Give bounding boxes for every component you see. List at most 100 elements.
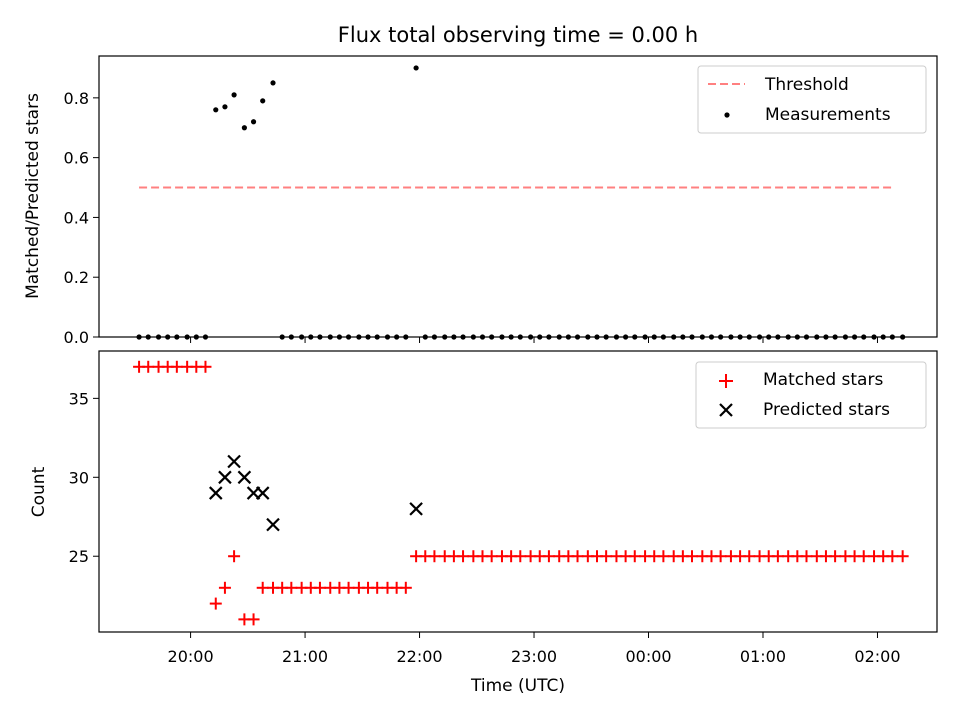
measurement-point (213, 107, 219, 113)
measurement-point (794, 334, 800, 340)
measurement-point (308, 334, 314, 340)
measurement-point (775, 334, 781, 340)
x-tick-label: 21:00 (282, 647, 328, 666)
matched-star-point (199, 360, 212, 373)
measurement-point (193, 334, 199, 340)
top-y-tick-label: 0.8 (64, 89, 89, 108)
x-tick-label: 22:00 (396, 647, 442, 666)
top-y-tick-label: 0.0 (64, 328, 89, 347)
predicted-star-point (237, 470, 252, 485)
x-axis-label: Time (UTC) (470, 676, 565, 696)
measurement-point (814, 334, 820, 340)
predicted-star-point (255, 486, 270, 500)
matched-star-point (342, 581, 355, 594)
measurement-point (345, 334, 352, 340)
matched-star-point (247, 613, 260, 626)
measurement-point (585, 334, 591, 340)
matched-star-point (571, 550, 584, 563)
predicted-star-point (266, 517, 280, 532)
measurement-point (489, 334, 495, 340)
top-legend: Threshold Measurements (697, 65, 927, 134)
top-y-axis-label: Matched/Predicted stars (23, 93, 43, 299)
measurement-point (671, 334, 677, 340)
measurement-point (785, 334, 791, 340)
bottom-x-ticks: 20:00 21:00 22:00 23:00 00:00 01:00 02:00 (168, 632, 901, 666)
measurement-point (708, 334, 715, 340)
measurement-point (231, 92, 237, 98)
matched-star-point (800, 550, 813, 563)
top-panel: 0.00.20.40.60.8 Matched/Predicted stars … (23, 55, 938, 347)
measurement-point (422, 334, 428, 340)
measurement-point (394, 334, 400, 340)
measurement-point (288, 334, 294, 340)
measurement-point (660, 334, 666, 340)
top-y-ticks: 0.0 0.2 0.4 0.6 0.8 (64, 89, 99, 347)
bottom-y-tick-label: 30 (69, 468, 89, 487)
measurement-point (299, 334, 305, 340)
matched-star-point (457, 550, 470, 563)
measurement-point (336, 334, 343, 340)
matched-star-point (829, 550, 842, 563)
bottom-y-axis-label: Count (29, 466, 49, 517)
measurement-point (241, 125, 247, 131)
threshold-legend-label: Threshold (764, 75, 849, 95)
measurement-point (442, 334, 448, 340)
measurement-point (880, 334, 886, 340)
measurement-point (823, 334, 829, 340)
measurement-point (546, 334, 552, 340)
measurement-point (594, 334, 600, 340)
measurement-point (374, 334, 380, 340)
bottom-legend: Matched stars Predicted stars (695, 361, 927, 429)
bottom-y-ticks: 25 30 35 (69, 389, 99, 566)
matched-star-point (714, 550, 727, 563)
measurement-point (889, 334, 895, 340)
measurement-point (155, 334, 162, 340)
x-tick-label: 23:00 (511, 647, 557, 666)
measurement-point (384, 334, 391, 340)
bottom-plot-area (98, 350, 938, 633)
measurement-point (270, 80, 276, 86)
measurement-point (651, 334, 657, 340)
x-tick-label: 00:00 (625, 647, 671, 666)
predicted-star-point (227, 454, 241, 469)
measurement-point (574, 334, 581, 340)
measurement-point (689, 334, 695, 340)
measurement-point (460, 334, 466, 340)
measurement-point (451, 334, 457, 340)
matched-star-point (896, 550, 909, 563)
matched-star-point (209, 597, 222, 610)
measurement-point (479, 334, 486, 340)
top-legend-box (697, 65, 927, 134)
measurement-point (431, 334, 438, 340)
measurement-point (603, 334, 609, 340)
measurement-point (517, 334, 523, 340)
measurement-point (317, 334, 323, 340)
measurement-point (737, 334, 743, 340)
matched-star-point (371, 581, 384, 594)
matched-star-point (228, 550, 241, 563)
matched-star-point (771, 550, 784, 563)
measurement-point (250, 119, 257, 125)
matched-star-point (743, 550, 756, 563)
matched-legend-label: Matched stars (763, 370, 883, 390)
measurement-point (871, 334, 877, 340)
matched-star-point (428, 550, 441, 563)
measurement-point (327, 334, 333, 340)
measurement-point (623, 334, 629, 340)
measurement-point (165, 334, 171, 340)
matched-star-point (313, 581, 326, 594)
matched-star-point (542, 550, 555, 563)
matched-star-point (399, 581, 412, 594)
matched-star-point (600, 550, 613, 563)
predicted-legend-label: Predicted stars (763, 400, 890, 420)
measurement-point (746, 334, 752, 340)
bottom-marks (133, 360, 909, 626)
matched-star-point (218, 581, 231, 594)
measurement-point (279, 334, 285, 340)
measurement-point (680, 334, 686, 340)
matched-star-point (256, 581, 269, 594)
measurement-point (413, 65, 419, 71)
measurement-point (537, 334, 543, 340)
measurement-point (718, 334, 724, 340)
